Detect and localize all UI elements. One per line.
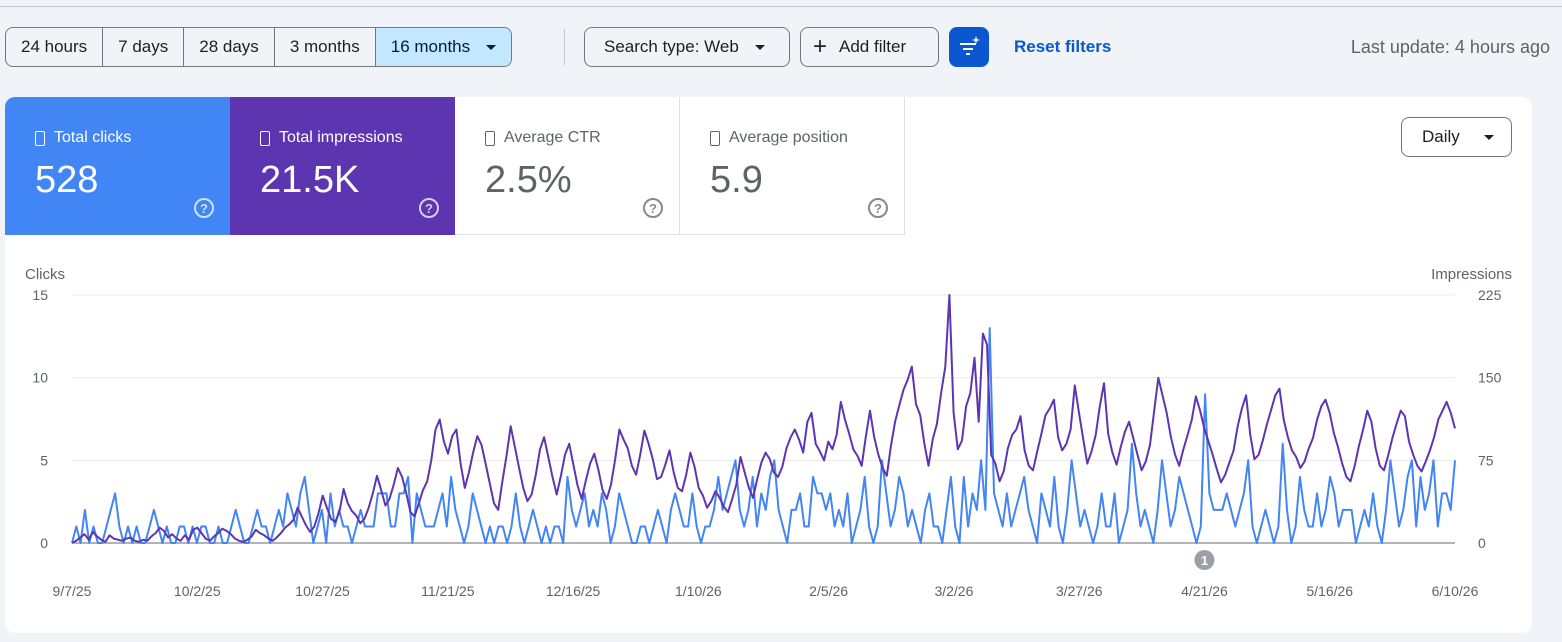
performance-chart: Clicks Impressions 0 0 5 75 10 150 15 225 9/7/25 10…: [25, 266, 1512, 599]
x-tick-label: 1/10/26: [675, 583, 722, 599]
metric-label: Total clicks: [35, 129, 131, 147]
plus-icon: +: [813, 33, 828, 60]
search-type-label: Search type: Web: [604, 37, 739, 56]
range-28-days[interactable]: 28 days: [184, 28, 275, 66]
range-24-hours[interactable]: 24 hours: [6, 28, 104, 66]
x-tick-label: 12/16/25: [546, 583, 601, 599]
y-tick-left: 5: [40, 452, 48, 468]
metric-average-position[interactable]: Average position 5.9 ?: [680, 97, 905, 235]
metric-total-impressions[interactable]: Total impressions 21.5K ?: [230, 97, 455, 235]
search-type-dropdown[interactable]: Search type: Web: [584, 27, 790, 67]
x-tick-label: 9/7/25: [53, 583, 92, 599]
add-filter-button[interactable]: + Add filter: [800, 27, 939, 67]
caret-down-icon: [1483, 134, 1494, 140]
metric-value: 528: [35, 159, 99, 201]
metric-label-text: Total clicks: [54, 129, 132, 146]
checkbox-icon: [710, 130, 720, 146]
help-icon[interactable]: ?: [868, 198, 888, 218]
range-7-days[interactable]: 7 days: [103, 28, 185, 66]
caret-down-icon: [486, 44, 497, 50]
help-icon[interactable]: ?: [194, 198, 214, 218]
metric-label: Average position: [710, 129, 848, 147]
y-tick-right: 75: [1478, 452, 1494, 468]
x-tick-label: 10/27/25: [295, 583, 350, 599]
y-tick-left: 10: [32, 370, 48, 386]
granularity-label: Daily: [1422, 127, 1460, 146]
metric-label-text: Total impressions: [279, 129, 403, 146]
checkbox-icon: [485, 130, 495, 146]
metric-label-text: Average CTR: [504, 129, 601, 146]
y-tick-right: 150: [1478, 370, 1502, 386]
y-tick-left: 0: [40, 535, 48, 551]
y-axis-left-title: Clicks: [25, 266, 65, 283]
metric-value: 2.5%: [485, 159, 572, 201]
granularity-dropdown[interactable]: Daily: [1401, 117, 1512, 157]
y-tick-left: 15: [32, 287, 48, 303]
filter-options-button[interactable]: [949, 27, 989, 67]
metric-label: Total impressions: [260, 129, 403, 147]
reset-filters-link[interactable]: Reset filters: [1014, 37, 1112, 56]
annotation-label: 1: [1201, 553, 1208, 568]
series-line-clicks: [71, 327, 1456, 544]
last-update-text: Last update: 4 hours ago: [1350, 36, 1550, 57]
help-icon[interactable]: ?: [643, 198, 663, 218]
help-icon[interactable]: ?: [419, 198, 439, 218]
x-tick-label: 3/2/26: [934, 583, 973, 599]
metric-label: Average CTR: [485, 129, 601, 147]
top-divider: [0, 6, 1562, 7]
metric-value: 21.5K: [260, 159, 360, 201]
checkbox-icon: [260, 130, 270, 146]
x-tick-label: 11/21/25: [421, 583, 475, 599]
filter-sparkle-icon: [960, 36, 980, 55]
range-16-months[interactable]: 16 months: [375, 28, 512, 66]
metric-total-clicks[interactable]: Total clicks 528 ?: [5, 97, 230, 235]
annotation-marker: [1194, 550, 1215, 570]
x-tick-label: 5/16/26: [1306, 583, 1353, 599]
time-range-selector: 24 hours 7 days 28 days 3 months 16 mont…: [5, 27, 513, 67]
range-selected-label: 16 months: [390, 37, 471, 56]
range-3-months[interactable]: 3 months: [275, 28, 376, 66]
y-axis-right-title: Impressions: [1431, 266, 1512, 283]
performance-card: Total clicks 528 ? Total impressions 21.…: [5, 97, 1532, 633]
caret-down-icon: [754, 44, 765, 50]
filter-toolbar: 24 hours 7 days 28 days 3 months 16 mont…: [0, 27, 1562, 67]
metric-label-text: Average position: [729, 129, 848, 146]
x-tick-label: 4/21/26: [1181, 583, 1228, 599]
y-tick-right: 225: [1478, 287, 1502, 303]
y-tick-right: 0: [1478, 535, 1486, 551]
metric-average-ctr[interactable]: Average CTR 2.5% ?: [455, 97, 680, 235]
x-tick-label: 6/10/26: [1432, 583, 1479, 599]
metric-value: 5.9: [710, 159, 763, 201]
toolbar-divider: [564, 29, 565, 65]
x-tick-label: 10/2/25: [174, 583, 221, 599]
x-tick-label: 3/27/26: [1056, 583, 1103, 599]
x-tick-label: 2/5/26: [809, 583, 848, 599]
checkbox-icon: [35, 130, 45, 146]
series-line-impressions: [71, 294, 1456, 544]
add-filter-label: Add filter: [839, 37, 907, 56]
